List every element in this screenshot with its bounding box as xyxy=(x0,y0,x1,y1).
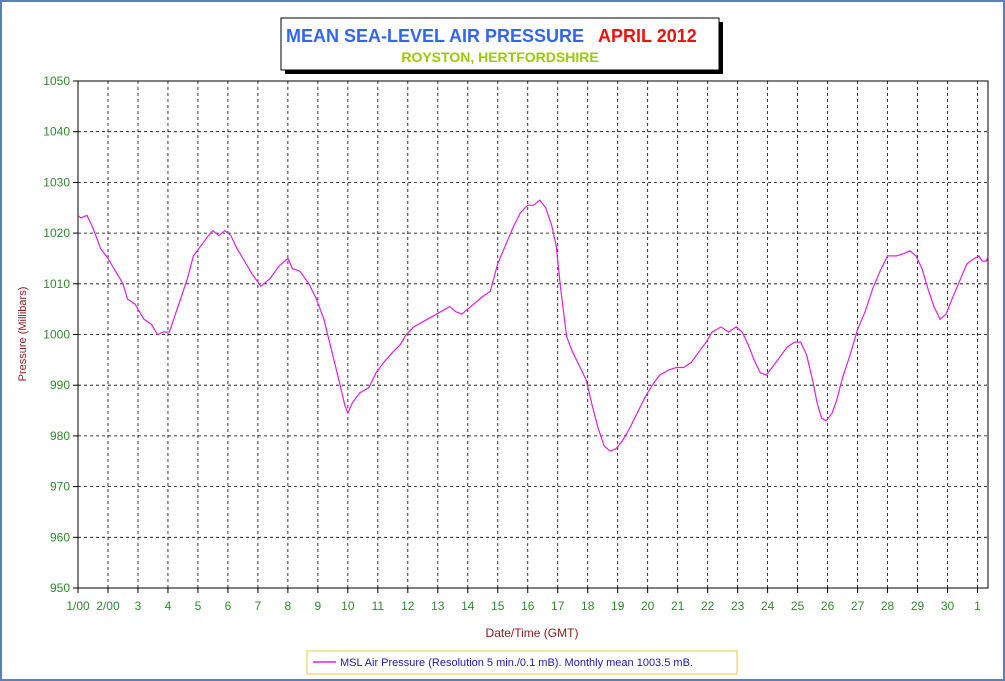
x-tick-label: 20 xyxy=(641,599,655,613)
x-tick-label: 26 xyxy=(821,599,835,613)
y-tick-label: 1030 xyxy=(43,175,70,189)
title-box xyxy=(280,17,720,71)
x-tick-label: 17 xyxy=(551,599,565,613)
grid-lines xyxy=(78,81,988,588)
x-tick-label: 6 xyxy=(225,599,232,613)
legend-box xyxy=(306,650,738,675)
chart-subtitle: ROYSTON, HERTFORDSHIRE xyxy=(401,49,598,65)
x-tick-label: 27 xyxy=(851,599,865,613)
series-line-msl-pressure xyxy=(77,199,989,452)
x-tick-label: 8 xyxy=(285,599,292,613)
x-tick-label: 2/00 xyxy=(96,599,120,613)
y-tick-label: 1050 xyxy=(43,74,70,88)
x-tick-label: 11 xyxy=(372,599,385,613)
y-tick-label: 1040 xyxy=(43,125,70,139)
x-tick-label: 12 xyxy=(401,599,415,613)
y-tick-label: 1020 xyxy=(43,226,70,240)
y-tick-label: 1000 xyxy=(43,328,70,342)
plot-area xyxy=(77,80,989,589)
x-tick-label: 18 xyxy=(581,599,595,613)
y-tick-label: 950 xyxy=(50,581,70,595)
x-tick-label: 3 xyxy=(135,599,142,613)
x-axis-ticks: 1/00 2/00 3 4 5 6 7 8 9 10 11 12 13 14 15 16 17 18 19 20 21 2… xyxy=(66,588,981,613)
chart-title-line: MEAN SEA-LEVEL AIR PRESSURE APRIL 2012 xyxy=(286,26,697,46)
x-axis-label: Date/Time (GMT) xyxy=(486,626,579,640)
x-tick-label: 28 xyxy=(881,599,895,613)
x-tick-label: 24 xyxy=(761,599,775,613)
chart-title: MEAN SEA-LEVEL AIR PRESSURE xyxy=(286,26,584,46)
x-tick-label: 5 xyxy=(195,599,202,613)
x-tick-label: 29 xyxy=(911,599,925,613)
y-tick-label: 960 xyxy=(50,530,70,544)
x-tick-label: 16 xyxy=(521,599,535,613)
chart-title-period: APRIL 2012 xyxy=(598,26,697,46)
x-tick-label: 21 xyxy=(671,599,685,613)
x-tick-label: 4 xyxy=(165,599,172,613)
x-tick-label: 30 xyxy=(941,599,955,613)
x-tick-label: 14 xyxy=(461,599,475,613)
x-tick-label: 7 xyxy=(255,599,262,613)
y-tick-label: 980 xyxy=(50,429,70,443)
y-axis-label: Pressure (Millibars) xyxy=(17,287,29,382)
y-tick-label: 970 xyxy=(50,480,70,494)
y-tick-label: 990 xyxy=(50,378,70,392)
x-tick-label: 1 xyxy=(974,599,981,613)
x-tick-label: 25 xyxy=(791,599,805,613)
x-tick-label: 13 xyxy=(431,599,445,613)
x-tick-label: 10 xyxy=(341,599,355,613)
x-tick-label: 22 xyxy=(701,599,715,613)
y-tick-label: 1010 xyxy=(43,277,70,291)
x-tick-label: 9 xyxy=(315,599,322,613)
x-tick-label: 1/00 xyxy=(66,599,90,613)
y-axis-ticks: 950 960 970 980 990 1000 1010 1020 1030 1040 1050 xyxy=(43,74,78,595)
x-tick-label: 19 xyxy=(611,599,625,613)
x-tick-label: 23 xyxy=(731,599,745,613)
legend-entry: MSL Air Pressure (Resolution 5 min./0.1 … xyxy=(340,657,693,669)
x-tick-label: 15 xyxy=(491,599,505,613)
